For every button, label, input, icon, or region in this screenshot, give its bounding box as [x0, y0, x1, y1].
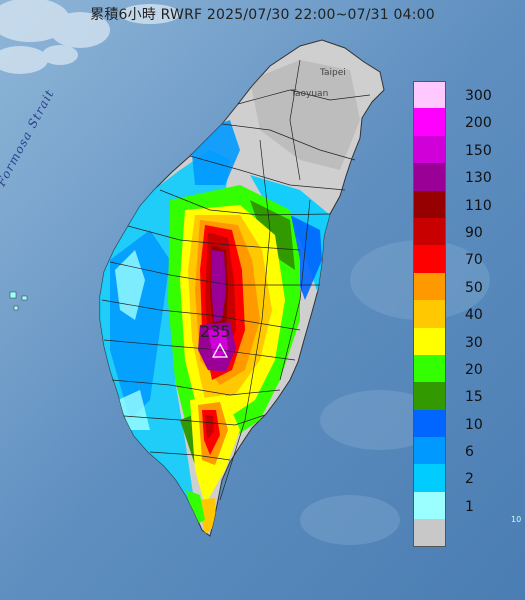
legend-swatch	[413, 327, 446, 355]
legend-swatch	[413, 135, 446, 164]
legend-swatch	[413, 163, 446, 191]
city-label-taoyuan: Taoyuan	[291, 89, 329, 99]
legend-item: 200	[413, 108, 503, 136]
legend-label: 200	[465, 115, 492, 132]
legend-swatch	[413, 464, 446, 492]
legend-item: 90	[413, 217, 503, 246]
legend-swatch	[413, 217, 446, 246]
legend-label: 10	[465, 416, 483, 433]
city-label-taipei: Taipei	[320, 68, 346, 78]
legend-label: 110	[465, 197, 492, 214]
legend-item: 30	[413, 327, 503, 355]
legend-item: 15	[413, 382, 503, 410]
legend-swatch	[413, 519, 446, 547]
legend-item: 150	[413, 135, 503, 164]
legend-label: 90	[465, 224, 483, 241]
terrain-shading	[250, 60, 360, 170]
legend-item: 110	[413, 190, 503, 218]
page-title: 累積6小時 RWRF 2025/07/30 22:00~07/31 04:00	[90, 7, 435, 23]
legend-label: 6	[465, 444, 474, 461]
max-marker-icon	[211, 342, 229, 358]
legend-item: 50	[413, 272, 503, 301]
legend-label: 30	[465, 334, 483, 351]
edge-number: 10	[511, 515, 522, 524]
legend-swatch	[413, 108, 446, 136]
legend-item: 20	[413, 354, 503, 383]
legend-item: 70	[413, 245, 503, 273]
legend-label: 40	[465, 307, 483, 324]
legend-item: 2	[413, 464, 503, 492]
legend-swatch	[413, 382, 446, 410]
legend-swatch	[413, 437, 446, 465]
cloud-texture	[0, 0, 180, 74]
legend-item: 10	[413, 409, 503, 438]
legend-label: 70	[465, 252, 483, 269]
legend-label: 20	[465, 361, 483, 378]
legend-swatch	[413, 245, 446, 273]
legend-label: 50	[465, 279, 483, 296]
legend-swatch	[413, 491, 446, 520]
legend-swatch	[413, 81, 446, 109]
county-boundaries	[101, 59, 371, 501]
legend-item: 300	[413, 81, 503, 109]
legend-item: 130	[413, 163, 503, 191]
legend-swatch	[413, 354, 446, 383]
legend-swatch	[413, 272, 446, 301]
legend-item: 40	[413, 300, 503, 328]
legend-label: 15	[465, 389, 483, 406]
max-value-label: 235	[200, 322, 231, 341]
legend-item: 1	[413, 491, 503, 520]
legend-item: 6	[413, 437, 503, 465]
legend-item	[413, 519, 503, 547]
legend-label: 300	[465, 88, 492, 104]
color-legend: 300 200 150 130 110 90 70 50 40 30 20 15 10 6 2 1	[413, 81, 503, 547]
legend-label: 1	[465, 498, 474, 515]
legend-swatch	[413, 300, 446, 328]
legend-swatch	[413, 190, 446, 218]
legend-swatch	[413, 409, 446, 438]
legend-label: 150	[465, 142, 492, 159]
legend-label: 130	[465, 170, 492, 187]
offshore-islands	[9, 291, 28, 311]
legend-label: 2	[465, 471, 474, 488]
